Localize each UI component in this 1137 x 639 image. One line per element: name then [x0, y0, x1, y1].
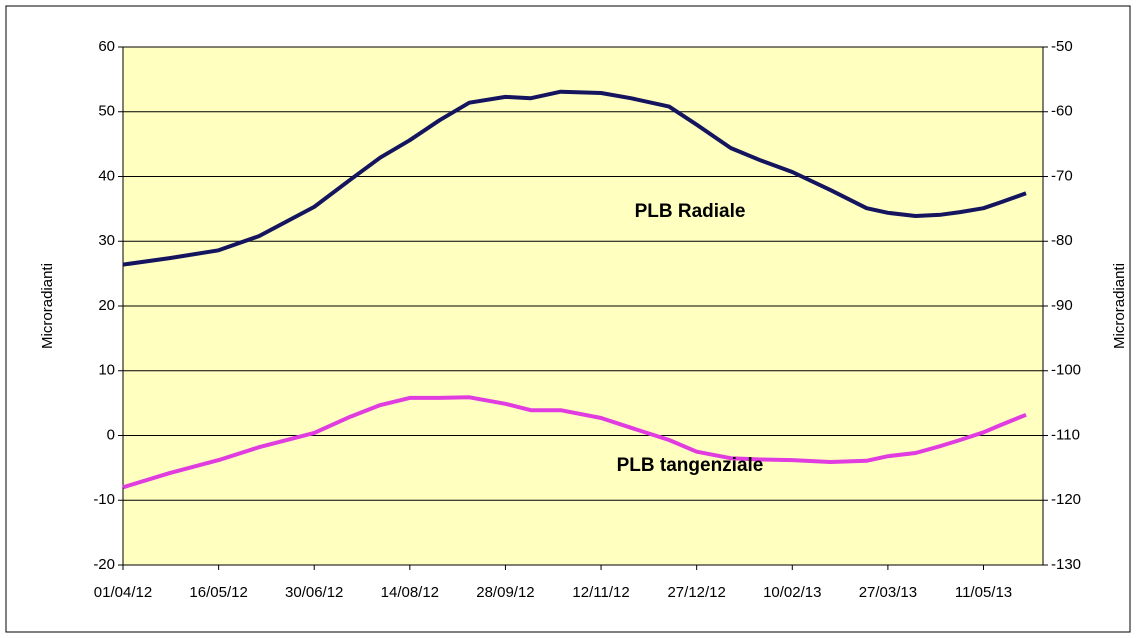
y2-axis-label: Microradianti — [1111, 263, 1128, 349]
x-tick-label: 11/05/13 — [955, 584, 1012, 601]
series-label: PLB tangenziale — [617, 455, 764, 476]
y-axis-label: Microradianti — [39, 263, 56, 349]
y2-tick-label: -80 — [1051, 232, 1073, 249]
y-tick-label: 20 — [98, 297, 115, 314]
x-tick-label: 12/11/12 — [572, 584, 629, 601]
y-tick-label: 10 — [98, 362, 115, 379]
y2-tick-label: -100 — [1051, 362, 1081, 379]
x-tick-label: 28/09/12 — [476, 584, 534, 601]
y2-tick-label: -90 — [1051, 297, 1073, 314]
y-tick-label: 60 — [98, 38, 115, 55]
data-line — [122, 89, 1027, 267]
y-tick-label: 50 — [98, 103, 115, 120]
y-tick-label: 0 — [107, 426, 115, 443]
x-tick-label: 01/04/12 — [94, 584, 152, 601]
y2-tick-label: -130 — [1051, 556, 1081, 573]
y-tick-label: 40 — [98, 167, 115, 184]
x-tick-label: 27/12/12 — [667, 584, 725, 601]
y-tick-label: 30 — [98, 232, 115, 249]
x-tick-label: 16/05/12 — [189, 584, 247, 601]
y-tick-label: -10 — [93, 491, 115, 508]
x-tick-label: 27/03/13 — [859, 584, 917, 601]
y2-tick-label: -70 — [1051, 167, 1073, 184]
y2-tick-label: -60 — [1051, 103, 1073, 120]
y2-tick-label: -120 — [1051, 491, 1081, 508]
series-label: PLB Radiale — [635, 201, 746, 222]
data-line — [122, 395, 1027, 490]
y2-tick-label: -110 — [1051, 426, 1080, 443]
x-tick-label: 30/06/12 — [285, 584, 343, 601]
x-tick-label: 10/02/13 — [763, 584, 821, 601]
x-tick-label: 14/08/12 — [381, 584, 439, 601]
y-tick-label: -20 — [93, 556, 115, 573]
y2-tick-label: -50 — [1051, 38, 1073, 55]
